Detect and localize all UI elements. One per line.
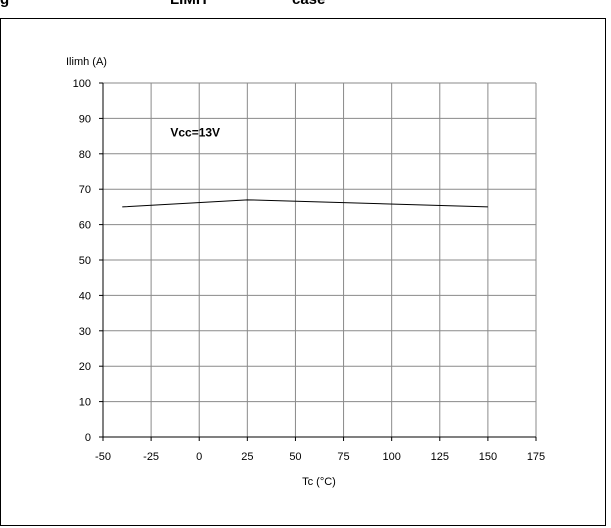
grid bbox=[99, 82, 537, 441]
header-fragment: g bbox=[0, 0, 9, 8]
x-tick-label: 0 bbox=[196, 451, 202, 463]
x-tick-label: -50 bbox=[95, 451, 111, 463]
x-tick-label: 150 bbox=[479, 451, 497, 463]
x-tick-label: 175 bbox=[527, 451, 545, 463]
y-tick-label: 0 bbox=[85, 432, 91, 444]
y-tick-label: 90 bbox=[79, 113, 91, 125]
series-line bbox=[122, 199, 488, 208]
y-tick-label: 20 bbox=[79, 361, 91, 373]
x-tick-label: 100 bbox=[382, 451, 400, 463]
y-axis-title: Ilimh (A) bbox=[66, 56, 107, 68]
series-layer bbox=[122, 199, 488, 208]
annotations: Vcc=13V bbox=[170, 126, 220, 140]
tick-labels: -50 -25 0 25 50 75 100 125 150 175 0 10 20 30 40 50 60 70… bbox=[73, 78, 546, 463]
header-fragment: LIMH bbox=[170, 0, 207, 8]
y-tick-label: 70 bbox=[79, 184, 91, 196]
header-fragment: case bbox=[292, 0, 325, 8]
y-tick-label: 40 bbox=[79, 290, 91, 302]
y-tick-label: 60 bbox=[79, 220, 91, 232]
y-tick-label: 10 bbox=[79, 397, 91, 409]
x-tick-label: 125 bbox=[431, 451, 449, 463]
figure-frame bbox=[0, 18, 606, 526]
x-axis-title: Tc (°C) bbox=[302, 476, 336, 488]
x-tick-label: 75 bbox=[337, 451, 349, 463]
x-tick-label: 25 bbox=[241, 451, 253, 463]
x-tick-label: -25 bbox=[143, 451, 159, 463]
y-tick-label: 30 bbox=[79, 326, 91, 338]
y-tick-label: 50 bbox=[79, 255, 91, 267]
figure-header: g LIMH case bbox=[0, 0, 611, 18]
annotation-label: Vcc=13V bbox=[170, 126, 220, 140]
y-tick-label: 100 bbox=[73, 78, 91, 90]
y-tick-label: 80 bbox=[79, 149, 91, 161]
x-tick-label: 50 bbox=[289, 451, 301, 463]
